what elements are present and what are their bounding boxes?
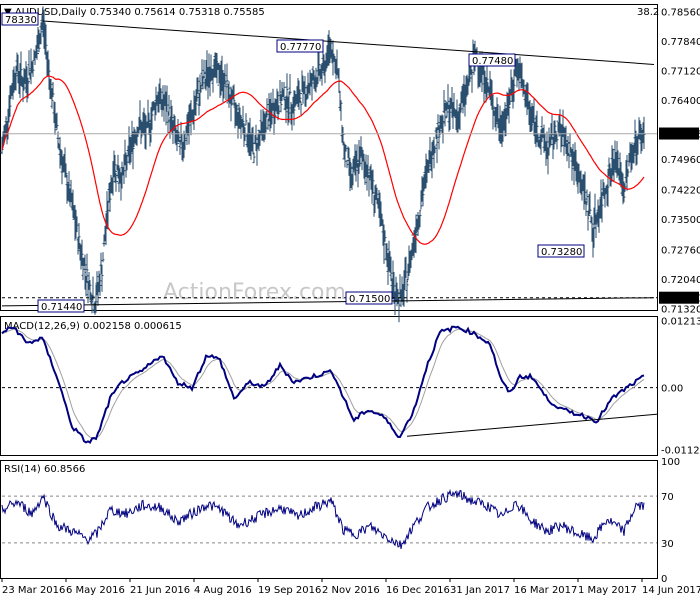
- annotation-label: 78330: [5, 15, 37, 26]
- macd-tick-label: -0.011217: [661, 446, 700, 457]
- price-tick-label: 0.74960: [661, 155, 700, 166]
- x-tick-label: 16 Dec 2016: [386, 585, 450, 596]
- x-tick-label: 21 Jun 2016: [130, 585, 190, 596]
- rsi-layer: [1, 488, 657, 549]
- price-tick-label: 0.77120: [661, 67, 700, 78]
- lower-trendline: [1, 297, 655, 307]
- annotation-box: [1, 12, 39, 26]
- price-tick-label: 0.78560: [661, 8, 700, 19]
- annotation-label: 0.71440: [41, 302, 82, 313]
- x-tick-label: 4 Aug 2016: [194, 585, 252, 596]
- macd-tick-label: 0.012134: [661, 317, 700, 328]
- x-tick-label: 31 Jan 2017: [450, 585, 510, 596]
- corner-value: 38.2: [637, 7, 659, 18]
- rsi-tick-label: 70: [661, 492, 674, 503]
- price-tick-label: 0.72760: [661, 245, 700, 256]
- price-tick-label: 0.73500: [661, 215, 700, 226]
- price-layer: 78330 0.77770 0.77480 0.73280 0.71440 0.71500: [0, 6, 657, 323]
- macd-panel-border: [0, 316, 658, 456]
- rsi-panel-border: [0, 460, 658, 579]
- annotation-label: 0.77770: [280, 42, 321, 53]
- macd-trendline: [406, 413, 659, 437]
- symbol-label: ▼ AUDUSD,Daily 0.75340 0.75614 0.75318 0…: [4, 7, 265, 18]
- x-tick-label: 2 Nov 2016: [322, 585, 380, 596]
- price-tick-label: 0.75585: [661, 130, 700, 141]
- price-tag-box: [659, 291, 699, 304]
- rsi-tick-label: 30: [661, 539, 674, 550]
- price-tick-label: 0.71580: [661, 294, 700, 305]
- x-tick-label: 14 Jun 2017: [642, 585, 700, 596]
- macd-line: [1, 325, 645, 444]
- rsi-tick-label: 0: [661, 574, 667, 585]
- annotation-label: 0.73280: [541, 247, 582, 258]
- rsi-label: RSI(14) 60.8566: [4, 464, 85, 475]
- annotation-box: [537, 244, 585, 258]
- price-panel-border: [0, 4, 658, 311]
- macd-signal-line: [1, 328, 645, 439]
- rsi-tick-label: 100: [661, 457, 680, 468]
- axis-layer: 0.78560 0.77840 0.77120 0.76400 0.75585 0.749…: [1, 8, 700, 596]
- x-tick-label: 19 Sep 2016: [258, 585, 321, 596]
- x-tick-label: 23 Mar 2016: [2, 585, 65, 596]
- macd-tick-label: 0.00: [661, 384, 683, 395]
- annotation-label: 0.77480: [472, 56, 513, 67]
- x-tick-label: 16 Mar 2017: [514, 585, 577, 596]
- watermark: ActionForex.com: [163, 280, 346, 305]
- annotation-box: [345, 291, 393, 305]
- price-tag-box: [659, 127, 699, 140]
- price-tick-label: 0.72040: [661, 275, 700, 286]
- annotation-label: 0.71500: [349, 294, 390, 305]
- annotation-box: [276, 39, 324, 53]
- rsi-line: [1, 488, 645, 549]
- upper-trendline: [42, 20, 655, 65]
- moving-average-line: [1, 75, 645, 245]
- price-tick-label: 0.76400: [661, 96, 700, 107]
- price-tick-label: 0.71320: [661, 304, 700, 315]
- macd-layer: [1, 325, 659, 444]
- price-tick-label: 0.77840: [661, 37, 700, 48]
- price-tick-label: 0.74220: [661, 185, 700, 196]
- macd-label: MACD(12,26,9) 0.002158 0.000615: [4, 321, 182, 332]
- x-tick-label: 6 May 2016: [66, 585, 125, 596]
- x-tick-label: 1 May 2017: [578, 585, 637, 596]
- annotation-box: [468, 53, 516, 67]
- annotation-box: [37, 299, 85, 313]
